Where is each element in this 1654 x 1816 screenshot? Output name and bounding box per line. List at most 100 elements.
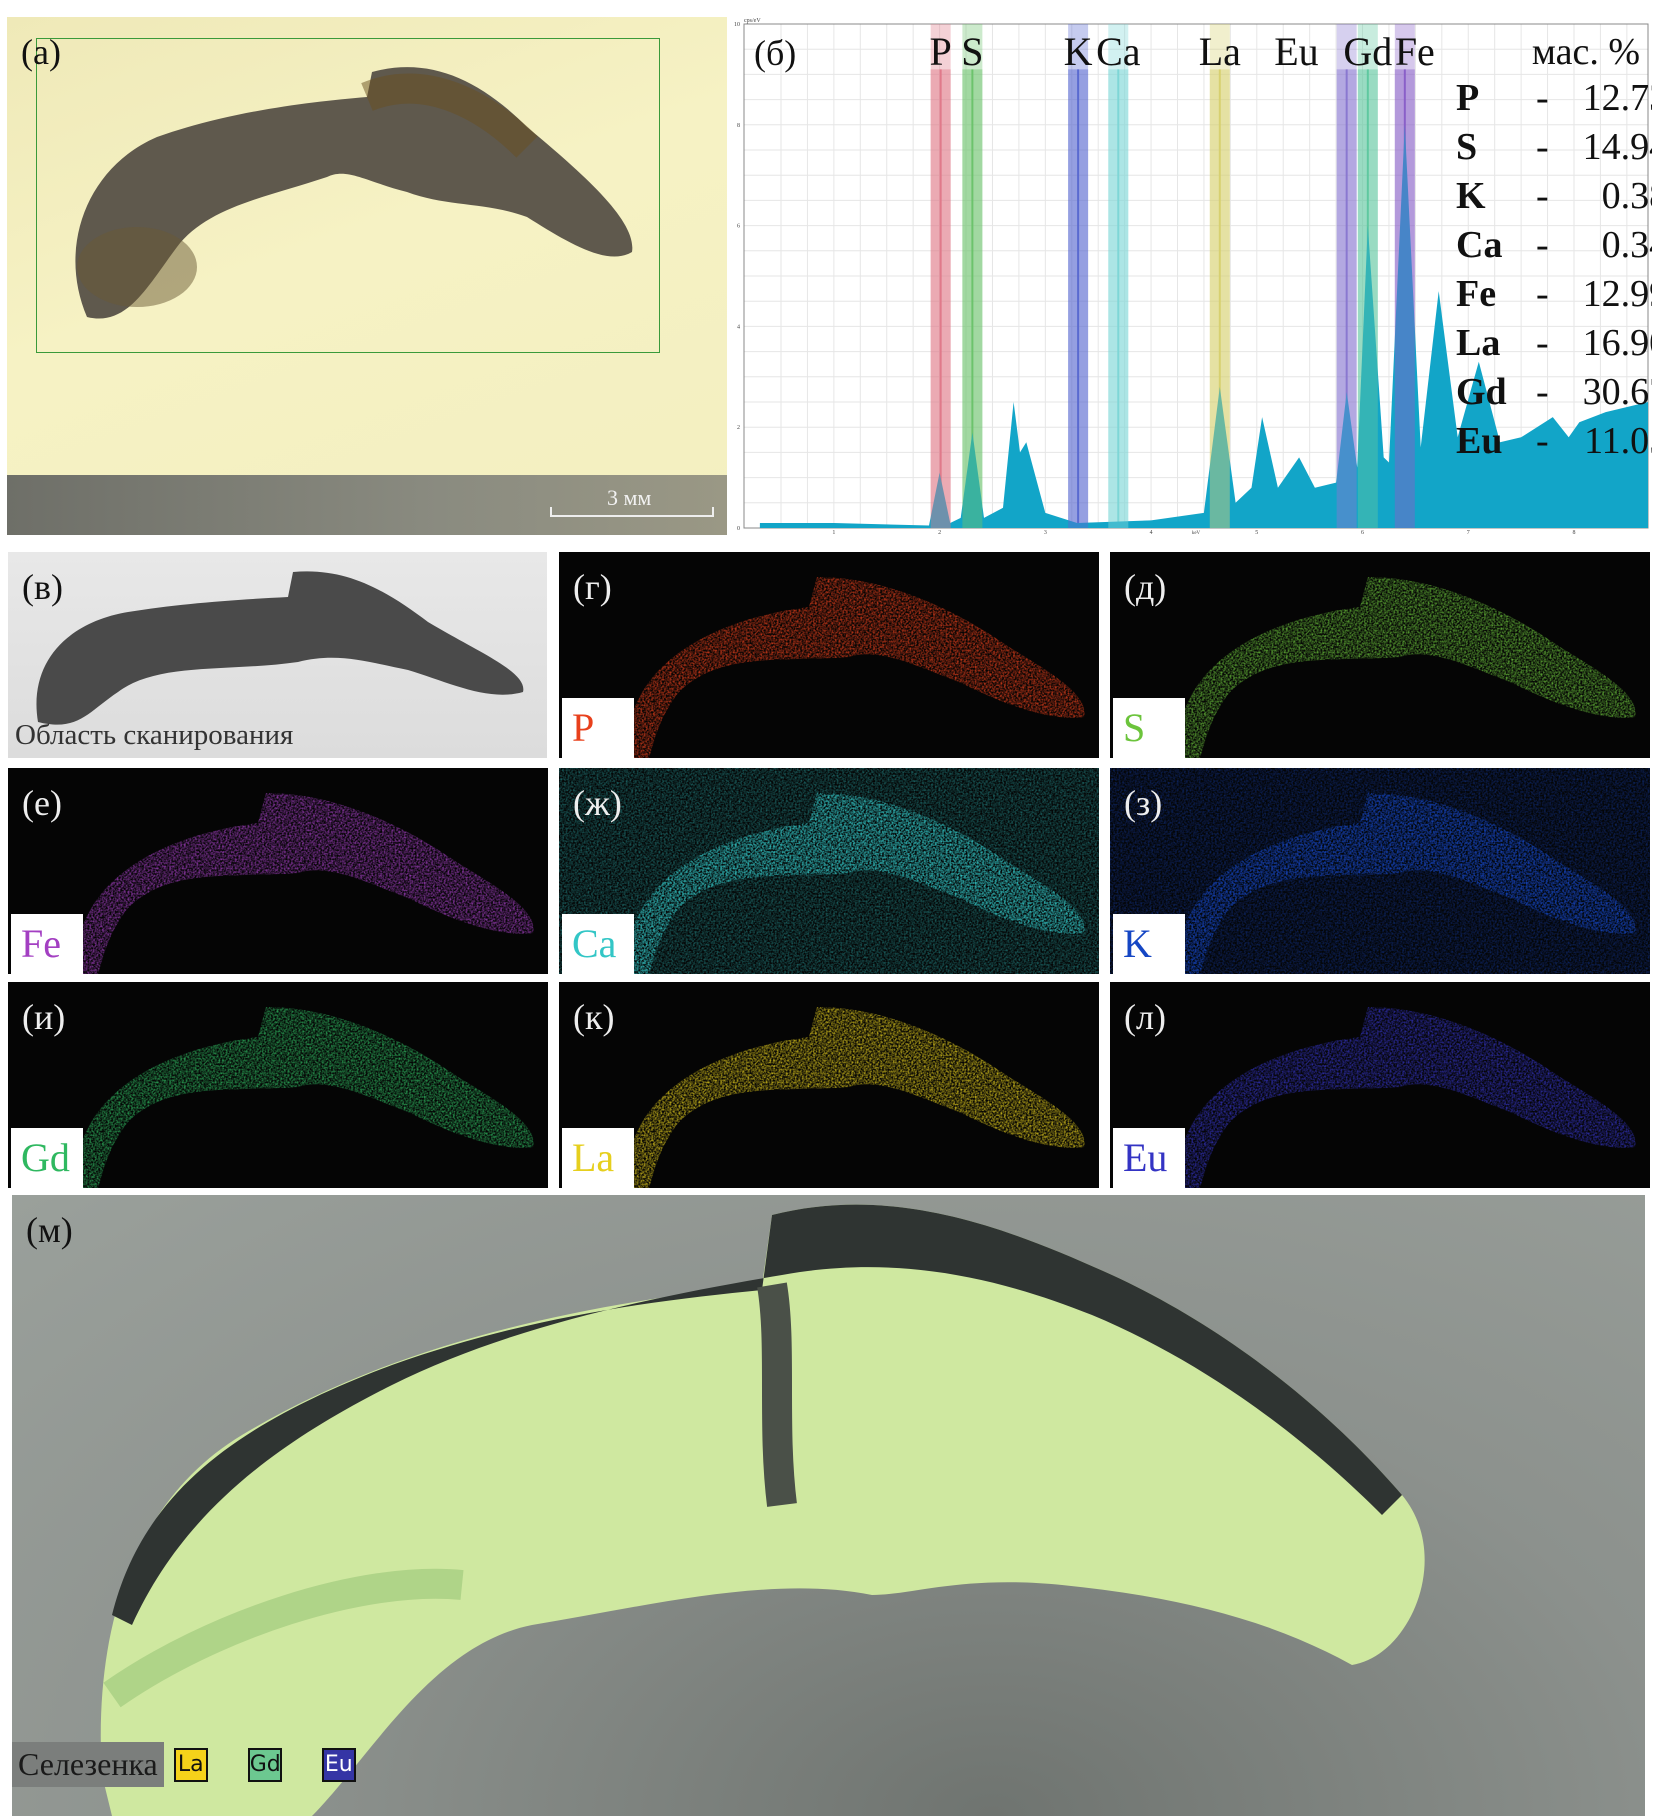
y-tick-label: 6	[737, 224, 740, 230]
y-tick-label: 10	[734, 22, 740, 28]
scan-area-caption: Область сканирования	[15, 719, 294, 751]
mass-percent-value: 12.73	[1582, 77, 1652, 119]
element-peak-overlay-eu	[1336, 69, 1357, 529]
x-tick-label: 2	[938, 530, 941, 535]
element-tag: Eu	[1113, 1128, 1185, 1188]
panel-label: (и)	[22, 997, 66, 1037]
x-tick-label: 8	[1572, 530, 1575, 535]
scale-bar	[550, 507, 714, 517]
element-tag: Ca	[562, 914, 634, 974]
element-tag: P	[562, 698, 634, 758]
element-peak-overlay-gd	[1357, 69, 1378, 529]
element-distribution-image	[1179, 1007, 1636, 1188]
composition-row: Fe- 12.99	[1456, 272, 1652, 316]
element-tag: Gd	[11, 1128, 83, 1188]
panel-label: (ж)	[573, 783, 622, 823]
element-map-ca: (ж) Ca	[559, 768, 1099, 974]
element-symbol: La	[1456, 322, 1501, 364]
element-map-s: (д) S	[1110, 552, 1650, 758]
element-label-ca: Ca	[1096, 29, 1141, 74]
panel-label: (в)	[22, 567, 63, 607]
element-peak-overlay-la	[1209, 69, 1230, 529]
spleen-photo	[75, 67, 633, 319]
element-map-la: (к) La	[559, 982, 1099, 1188]
element-tag: La	[562, 1128, 634, 1188]
element-distribution-image	[1110, 768, 1650, 974]
y-tick-label: 8	[737, 123, 740, 129]
element-tag: K	[1113, 914, 1185, 974]
legend-swatch-eu: Eu	[321, 1747, 356, 1782]
composition-row: P- 12.73	[1456, 76, 1652, 120]
element-distribution-image	[1179, 577, 1636, 758]
element-map-gd: (и) Gd	[8, 982, 548, 1188]
element-label-eu: Eu	[1274, 29, 1319, 74]
element-symbol: Ca	[1456, 224, 1503, 266]
mass-percent-value: 30.67	[1582, 371, 1652, 413]
element-symbol: Eu	[1456, 420, 1503, 462]
x-tick-label: 3	[1044, 530, 1047, 535]
element-symbol: Fe	[1456, 273, 1497, 315]
mass-percent-value: 14.94	[1582, 126, 1652, 168]
composition-row: K- 0.38	[1456, 174, 1652, 218]
element-peak-overlay-s	[962, 69, 983, 529]
composition-row: La- 16.90	[1456, 321, 1652, 365]
mass-percent-value: 12.99	[1582, 273, 1652, 315]
mass-percent-value: 0.38	[1601, 175, 1652, 217]
mass-percent-value: 11.05	[1584, 420, 1652, 462]
element-map-fe: (е) Fe	[8, 768, 548, 974]
panel-label: (г)	[573, 567, 612, 607]
element-distribution-image	[628, 1007, 1085, 1188]
panel-a-photo: 3 мм (а)	[7, 17, 727, 535]
composition-row: Ca- 0.34	[1456, 223, 1652, 267]
element-tag: S	[1113, 698, 1185, 758]
element-symbol: S	[1456, 126, 1478, 168]
element-label-gd: Gd	[1343, 29, 1393, 74]
panel-b-spectrum: 1 2 3 4 5 6 7 8 0 2 4 6 8 10 keV cps/eV (б) P S K Ca La Eu Gd…	[730, 16, 1652, 535]
element-peak-overlay-fe	[1394, 69, 1415, 529]
x-tick-label: 4	[1150, 530, 1153, 535]
y-tick-label: 0	[737, 526, 740, 532]
panel-m-overlay: (м) Селезенка La Gd Eu	[12, 1195, 1645, 1816]
element-map-p: (г) P	[559, 552, 1099, 758]
spectrum-area	[759, 124, 1648, 529]
element-distribution-image	[628, 577, 1085, 758]
element-peak-overlay-k	[1068, 69, 1089, 529]
element-peak-overlay-ca	[1108, 69, 1129, 529]
mass-percent-title: мас. %	[1531, 31, 1640, 73]
overlay-image	[100, 1204, 1425, 1816]
scale-bar-strip	[7, 475, 727, 535]
panel-label: (е)	[22, 783, 62, 823]
panel-label: (а)	[21, 32, 61, 72]
composition-row: Gd- 30.67	[1456, 370, 1652, 414]
element-distribution-image	[559, 768, 1099, 974]
eds-spectrum-chart: 1 2 3 4 5 6 7 8 0 2 4 6 8 10 keV cps/eV	[734, 18, 1649, 535]
legend-swatch-gd: Gd	[247, 1747, 282, 1782]
element-peak-overlay-p	[930, 69, 951, 529]
element-distribution-image	[77, 793, 534, 974]
y-axis-label: cps/eV	[744, 18, 761, 24]
element-label-s: S	[961, 29, 984, 74]
element-label-la: La	[1198, 29, 1241, 74]
scan-area-frame	[36, 38, 660, 353]
x-axis-label: keV	[1192, 531, 1201, 535]
scan-area-image	[36, 571, 524, 725]
element-label-fe: Fe	[1394, 29, 1435, 74]
mass-percent-value: 0.34	[1601, 224, 1652, 266]
panel-label: (з)	[1124, 783, 1163, 823]
element-map-k: (з) K	[1110, 768, 1650, 974]
panel-label: (м)	[26, 1210, 73, 1250]
element-label-p: P	[929, 29, 952, 74]
panel-label: (л)	[1124, 997, 1166, 1037]
panel-label: (б)	[754, 33, 797, 73]
composition-row: Eu- 11.05	[1456, 419, 1652, 463]
panel-label: (к)	[573, 997, 615, 1037]
element-legend: Селезенка La Gd Eu	[12, 1742, 386, 1787]
element-symbol: K	[1456, 175, 1486, 217]
scale-bar-label: 3 мм	[607, 485, 652, 510]
mass-percent-value: 16.90	[1582, 322, 1652, 364]
panel-v-scan-area: (в) Область сканирования	[8, 552, 547, 758]
element-tag: Fe	[11, 914, 83, 974]
element-map-eu: (л) Eu	[1110, 982, 1650, 1188]
element-symbol: P	[1456, 77, 1480, 119]
y-tick-label: 2	[737, 425, 740, 431]
